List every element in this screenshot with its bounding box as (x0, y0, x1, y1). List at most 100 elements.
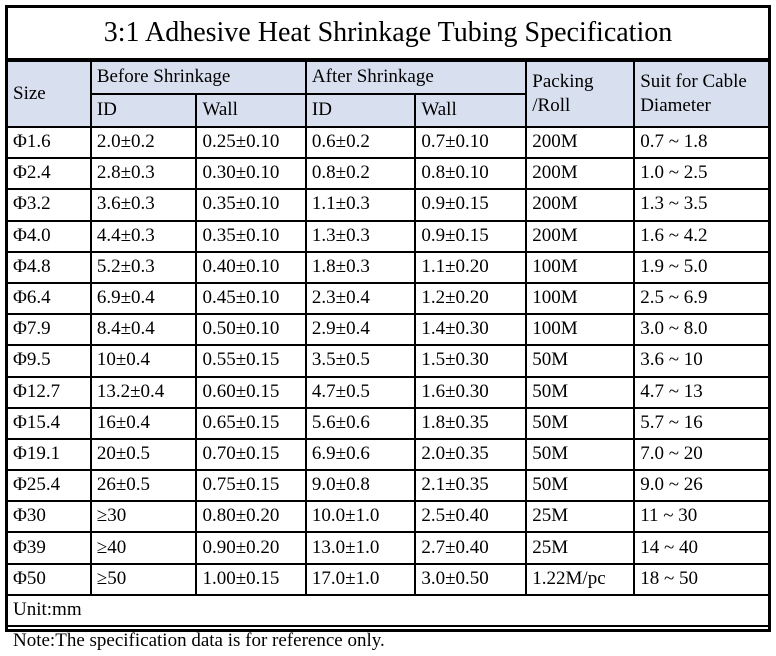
cell-cable: 3.0 ~ 8.0 (633, 313, 768, 347)
cell-before-wall: 0.90±0.20 (195, 531, 307, 565)
cell-before-id: 10±0.4 (89, 344, 198, 378)
table-row: Φ4.0 4.4±0.3 0.35±0.10 1.3±0.3 0.9±0.15 200M 1… (8, 219, 768, 253)
cell-after-id: 1.8±0.3 (304, 250, 417, 284)
table-row: Φ39 ≥40 0.90±0.20 13.0±1.0 2.7±0.40 25M 14 ~ 4… (8, 531, 768, 565)
spec-table-header: Size Before Shrinkage After Shrinkage Pa… (8, 60, 768, 128)
cell-cable: 4.7 ~ 13 (633, 375, 768, 409)
header-after-shrinkage: After Shrinkage (304, 60, 528, 95)
cell-after-id: 17.0±1.0 (304, 562, 417, 595)
cell-size: Φ4.0 (8, 219, 92, 253)
cell-size: Φ12.7 (8, 375, 92, 409)
cell-packing: 200M (525, 219, 636, 253)
cell-cable: 5.7 ~ 16 (633, 406, 768, 440)
cell-after-wall: 1.8±0.35 (414, 406, 528, 440)
table-row: Φ19.1 20±0.5 0.70±0.15 6.9±0.6 2.0±0.35 50M 7.… (8, 437, 768, 472)
cell-size: Φ19.1 (8, 437, 92, 472)
cell-after-wall: 2.0±0.35 (414, 437, 528, 472)
table-row: Φ6.4 6.9±0.4 0.45±0.10 2.3±0.4 1.2±0.20 100M 2… (8, 281, 768, 316)
spec-table-footer: Unit:mm Note:The specification data is f… (8, 593, 768, 656)
cell-before-wall: 1.00±0.15 (195, 562, 307, 595)
cell-before-wall: 0.25±0.10 (195, 125, 307, 160)
cell-after-id: 13.0±1.0 (304, 531, 417, 565)
cell-after-wall: 1.2±0.20 (414, 281, 528, 316)
table-row: Φ7.9 8.4±0.4 0.50±0.10 2.9±0.4 1.4±0.30 100M 3… (8, 313, 768, 347)
reference-note: Note:The specification data is for refer… (8, 624, 768, 656)
cell-cable: 1.3 ~ 3.5 (633, 188, 768, 222)
cell-before-wall: 0.75±0.15 (195, 469, 307, 503)
cell-after-id: 10.0±1.0 (304, 500, 417, 534)
cell-cable: 9.0 ~ 26 (633, 469, 768, 503)
cell-packing: 1.22M/pc (525, 562, 636, 595)
table-row: Φ12.7 13.2±0.4 0.60±0.15 4.7±0.5 1.6±0.30 50M… (8, 375, 768, 409)
page-title: 3:1 Adhesive Heat Shrinkage Tubing Speci… (8, 8, 768, 60)
cell-size: Φ3.2 (8, 188, 92, 222)
cell-after-wall: 2.7±0.40 (414, 531, 528, 565)
cell-cable: 18 ~ 50 (633, 562, 768, 595)
cell-before-wall: 0.65±0.15 (195, 406, 307, 440)
cell-before-wall: 0.80±0.20 (195, 500, 307, 534)
cell-size: Φ7.9 (8, 313, 92, 347)
cell-cable: 1.9 ~ 5.0 (633, 250, 768, 284)
cell-size: Φ9.5 (8, 344, 92, 378)
table-row: Φ50 ≥50 1.00±0.15 17.0±1.0 3.0±0.50 1.22M/pc 1… (8, 562, 768, 595)
cell-packing: 50M (525, 406, 636, 440)
cell-after-wall: 1.5±0.30 (414, 344, 528, 378)
cell-packing: 25M (525, 500, 636, 534)
cell-before-id: ≥40 (89, 531, 198, 565)
cell-before-id: 26±0.5 (89, 469, 198, 503)
cell-cable: 2.5 ~ 6.9 (633, 281, 768, 316)
cell-cable: 3.6 ~ 10 (633, 344, 768, 378)
cell-packing: 25M (525, 531, 636, 565)
cell-size: Φ1.6 (8, 125, 92, 160)
cell-after-id: 6.9±0.6 (304, 437, 417, 472)
cell-packing: 100M (525, 250, 636, 284)
cell-packing: 200M (525, 125, 636, 160)
cell-size: Φ15.4 (8, 406, 92, 440)
cell-after-id: 5.6±0.6 (304, 406, 417, 440)
header-before-shrinkage: Before Shrinkage (89, 60, 307, 95)
table-row: Φ9.5 10±0.4 0.55±0.15 3.5±0.5 1.5±0.30 50M 3.6… (8, 344, 768, 378)
cell-after-id: 4.7±0.5 (304, 375, 417, 409)
cell-packing: 200M (525, 157, 636, 191)
cell-size: Φ39 (8, 531, 92, 565)
cell-size: Φ6.4 (8, 281, 92, 316)
cell-before-id: 4.4±0.3 (89, 219, 198, 253)
cell-before-id: 16±0.4 (89, 406, 198, 440)
cell-after-wall: 1.6±0.30 (414, 375, 528, 409)
cell-before-wall: 0.50±0.10 (195, 313, 307, 347)
header-cable-diameter: Suit for Cable Diameter (633, 60, 768, 128)
header-packing-line2: /Roll (532, 94, 571, 116)
cell-after-id: 9.0±0.8 (304, 469, 417, 503)
table-row: Φ15.4 16±0.4 0.65±0.15 5.6±0.6 1.8±0.35 50M 5.… (8, 406, 768, 440)
cell-packing: 50M (525, 437, 636, 472)
table-row: Φ2.4 2.8±0.3 0.30±0.10 0.8±0.2 0.8±0.10 200M 1… (8, 157, 768, 191)
cell-size: Φ25.4 (8, 469, 92, 503)
table-row: Φ1.6 2.0±0.2 0.25±0.10 0.6±0.2 0.7±0.10 200M 0… (8, 125, 768, 160)
cell-cable: 14 ~ 40 (633, 531, 768, 565)
table-row: Φ3.2 3.6±0.3 0.35±0.10 1.1±0.3 0.9±0.15 200M 1… (8, 188, 768, 222)
cell-before-id: 6.9±0.4 (89, 281, 198, 316)
cell-before-wall: 0.70±0.15 (195, 437, 307, 472)
header-cable-line1: Suit for Cable (640, 71, 747, 93)
cell-packing: 50M (525, 469, 636, 503)
cell-before-id: ≥50 (89, 562, 198, 595)
cell-after-wall: 1.1±0.20 (414, 250, 528, 284)
cell-before-wall: 0.55±0.15 (195, 344, 307, 378)
cell-after-wall: 2.1±0.35 (414, 469, 528, 503)
cell-after-id: 0.6±0.2 (304, 125, 417, 160)
cell-after-wall: 2.5±0.40 (414, 500, 528, 534)
cell-after-id: 2.3±0.4 (304, 281, 417, 316)
cell-after-wall: 0.8±0.10 (414, 157, 528, 191)
header-packing-roll: Packing /Roll (525, 60, 636, 128)
cell-before-wall: 0.40±0.10 (195, 250, 307, 284)
cell-after-wall: 1.4±0.30 (414, 313, 528, 347)
cell-cable: 11 ~ 30 (633, 500, 768, 534)
cell-before-id: 3.6±0.3 (89, 188, 198, 222)
cell-before-wall: 0.30±0.10 (195, 157, 307, 191)
cell-cable: 0.7 ~ 1.8 (633, 125, 768, 160)
cell-after-wall: 0.7±0.10 (414, 125, 528, 160)
cell-before-id: 13.2±0.4 (89, 375, 198, 409)
cell-packing: 50M (525, 375, 636, 409)
header-before-id: ID (90, 93, 198, 127)
cell-before-wall: 0.35±0.10 (195, 219, 307, 253)
